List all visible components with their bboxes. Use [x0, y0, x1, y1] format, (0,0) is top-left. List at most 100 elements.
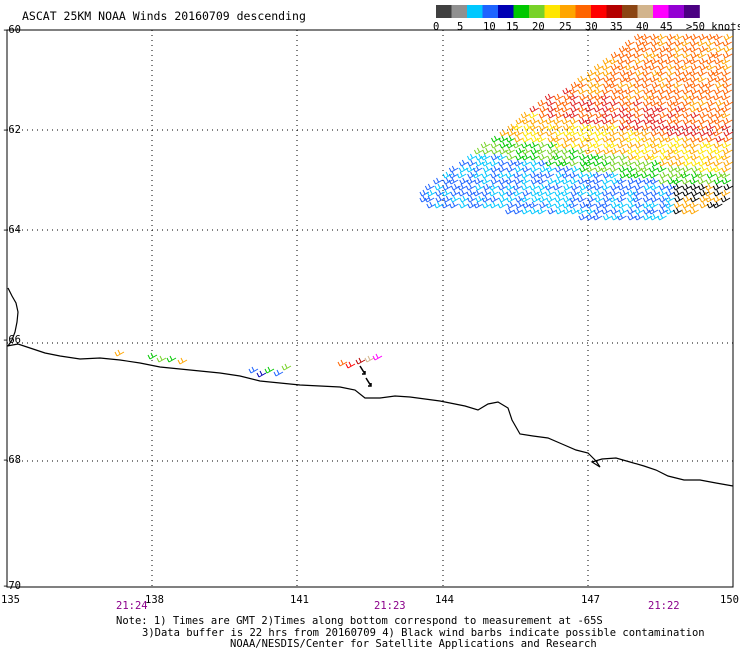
wind-barb [593, 81, 604, 89]
wind-barb [705, 105, 715, 113]
wind-barb [536, 189, 547, 197]
wind-barb [568, 153, 579, 161]
wind-barb [625, 93, 636, 101]
wind-barb [618, 207, 629, 215]
wind-barb [546, 195, 556, 203]
wind-barb [627, 195, 637, 203]
colorbar-label: 35 [610, 21, 623, 33]
wind-barb [489, 195, 500, 203]
wind-barb [593, 207, 604, 215]
wind-barb [649, 111, 660, 119]
wind-barb [697, 135, 708, 143]
wind-barb [707, 117, 717, 125]
wind-barb [529, 123, 540, 131]
wind-barb [498, 177, 509, 185]
wind-barb [166, 355, 177, 363]
wind-barb [681, 51, 692, 59]
wind-barb [699, 195, 709, 203]
wind-barb [498, 159, 508, 167]
wind-barb [248, 366, 259, 374]
wind-barb [482, 183, 493, 191]
wind-barb [424, 183, 435, 191]
wind-barb [681, 123, 692, 131]
wind-barb [649, 33, 660, 41]
wind-barb [442, 177, 453, 185]
wind-barb [562, 201, 572, 209]
wind-barb [561, 189, 571, 197]
wind-barb [682, 165, 693, 173]
wind-barb [521, 183, 531, 191]
wind-barb [609, 135, 620, 143]
wind-barb [480, 153, 491, 161]
wind-barb [490, 177, 501, 185]
wind-barb [611, 87, 621, 95]
wind-barb [547, 111, 558, 119]
coastline [6, 287, 734, 487]
wind-barb [641, 81, 652, 89]
wind-barb [713, 159, 723, 167]
wind-barb [608, 171, 619, 179]
wind-barb [586, 171, 597, 179]
wind-barb [624, 57, 635, 65]
wind-barb [624, 39, 635, 47]
colorbar-cell [684, 5, 700, 18]
wind-barb [618, 45, 629, 53]
wind-barb [506, 201, 517, 209]
wind-barb [689, 69, 699, 77]
wind-barb [488, 189, 499, 197]
wind-barb [682, 159, 693, 167]
wind-barb [594, 147, 605, 155]
wind-barb [632, 171, 643, 179]
wind-barb [664, 57, 675, 65]
wind-barb [618, 165, 629, 173]
wind-barb [490, 153, 501, 161]
wind-barb [618, 99, 629, 107]
wind-barb [610, 63, 621, 71]
wind-barb [618, 129, 628, 137]
note-line-3: NOAA/NESDIS/Center for Satellite Applica… [230, 638, 597, 650]
wind-barb [633, 45, 644, 53]
wind-barb [634, 135, 645, 143]
wind-barb [529, 165, 540, 173]
colorbar-label: 0 [433, 21, 440, 33]
wind-barb [721, 177, 732, 185]
wind-barb [507, 159, 517, 167]
wind-barb [355, 357, 366, 365]
wind-barb [704, 189, 715, 197]
wind-barb [690, 183, 700, 191]
wind-barb [616, 213, 627, 221]
wind-barb [656, 69, 667, 77]
wind-barb [618, 105, 629, 113]
wind-barb [521, 147, 532, 155]
wind-barb [514, 135, 524, 143]
wind-barb [650, 129, 661, 137]
wind-barb [713, 117, 724, 125]
wind-barb [691, 171, 701, 179]
wind-barb [634, 93, 645, 101]
wind-barb [544, 171, 555, 179]
wind-barb [530, 147, 541, 155]
wind-barb [592, 171, 603, 179]
wind-barb [448, 177, 459, 185]
wind-barb [651, 147, 662, 155]
wind-barb [594, 195, 605, 203]
wind-barb [688, 147, 699, 155]
wind-barb [688, 99, 699, 107]
wind-barb [538, 183, 548, 191]
lat-label-66: -66 [2, 334, 21, 346]
wind-barb [522, 201, 533, 209]
wind-barb [522, 189, 533, 197]
wind-barb [634, 183, 644, 191]
wind-barb [643, 117, 653, 125]
wind-barb [458, 189, 468, 197]
wind-barb [720, 93, 731, 101]
wind-barb [520, 111, 531, 119]
wind-barb [611, 213, 621, 221]
wind-barb [698, 81, 708, 89]
wind-barb [473, 201, 484, 209]
wind-barb [634, 153, 644, 161]
wind-barb [648, 165, 659, 173]
wind-barb [640, 165, 651, 173]
wind-barb [568, 87, 579, 95]
wind-barb [616, 195, 627, 203]
